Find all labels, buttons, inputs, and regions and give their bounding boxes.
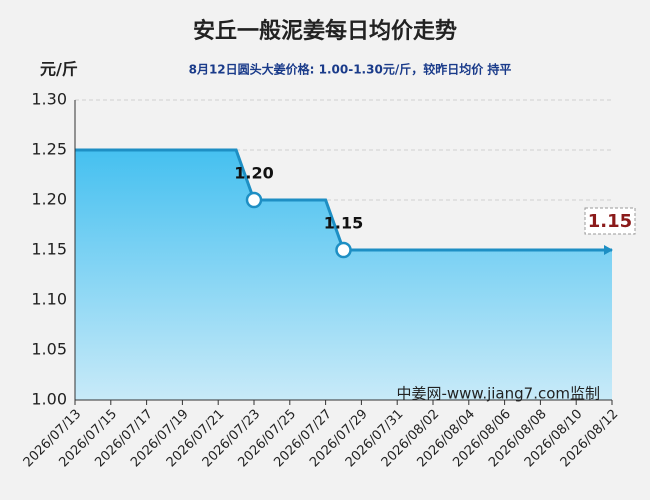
watermark: 中姜网-www.jiang7.com监制 bbox=[396, 385, 600, 403]
y-tick-label: 1.20 bbox=[31, 190, 67, 209]
y-unit: 元/斤 bbox=[40, 60, 78, 79]
value-label: 1.20 bbox=[234, 164, 273, 183]
y-tick-label: 1.15 bbox=[31, 240, 67, 259]
y-tick-label: 1.00 bbox=[31, 390, 67, 409]
value-label: 1.15 bbox=[588, 211, 632, 232]
y-tick-label: 1.25 bbox=[31, 140, 67, 159]
value-label: 1.15 bbox=[324, 214, 363, 233]
subtitle: 8月12日圆头大姜价格: 1.00-1.30元/斤，较昨日均价 持平 bbox=[189, 62, 512, 77]
point bbox=[335, 241, 352, 259]
chart-title: 安丘一般泥姜每日均价走势 bbox=[193, 18, 457, 44]
y-tick-label: 1.10 bbox=[31, 290, 67, 309]
end-arrow bbox=[604, 245, 613, 255]
area bbox=[75, 150, 612, 400]
y-tick-label: 1.05 bbox=[31, 340, 67, 359]
y-tick-label: 1.30 bbox=[31, 90, 67, 109]
point bbox=[245, 191, 263, 209]
label-box bbox=[584, 207, 636, 235]
